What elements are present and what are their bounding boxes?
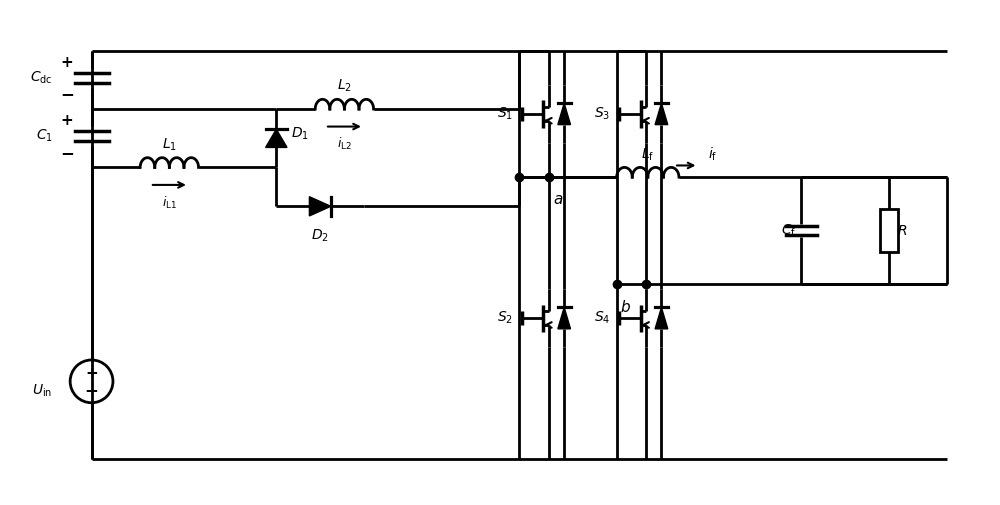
Text: $U_{\mathrm{in}}$: $U_{\mathrm{in}}$ [32,383,53,399]
Text: −: − [60,144,74,162]
Text: $D_1$: $D_1$ [291,125,309,141]
Text: $S_2$: $S_2$ [497,310,513,326]
Text: $C_{\mathrm{dc}}$: $C_{\mathrm{dc}}$ [30,70,53,86]
Polygon shape [655,308,668,329]
Text: $L_{\mathrm{f}}$: $L_{\mathrm{f}}$ [641,146,654,163]
Polygon shape [309,196,331,216]
Polygon shape [655,103,668,125]
Polygon shape [558,103,571,125]
Text: $D_2$: $D_2$ [311,228,329,244]
Text: $i_{\mathrm{f}}$: $i_{\mathrm{f}}$ [708,145,718,163]
Polygon shape [266,129,287,147]
Text: $S_3$: $S_3$ [594,106,610,122]
Text: +: + [61,113,74,128]
Text: $C_1$: $C_1$ [36,128,53,144]
Text: −: − [60,85,74,104]
Text: +: + [61,55,74,70]
Text: $S_1$: $S_1$ [497,106,513,122]
Text: −: − [85,381,98,399]
Bar [880,209,898,252]
Text: $L_2$: $L_2$ [337,78,352,94]
Text: $L_1$: $L_1$ [162,136,177,153]
Text: +: + [85,366,98,381]
Text: $S_4$: $S_4$ [594,310,610,326]
Text: $i_{\mathrm{L2}}$: $i_{\mathrm{L2}}$ [337,136,352,153]
Text: $b$: $b$ [620,298,631,315]
Polygon shape [558,308,571,329]
Text: $i_{\mathrm{L1}}$: $i_{\mathrm{L1}}$ [162,194,177,211]
Text: $R$: $R$ [897,224,907,238]
Text: $C_{\mathrm{f}}$: $C_{\mathrm{f}}$ [781,222,797,239]
Text: $a$: $a$ [553,192,564,207]
